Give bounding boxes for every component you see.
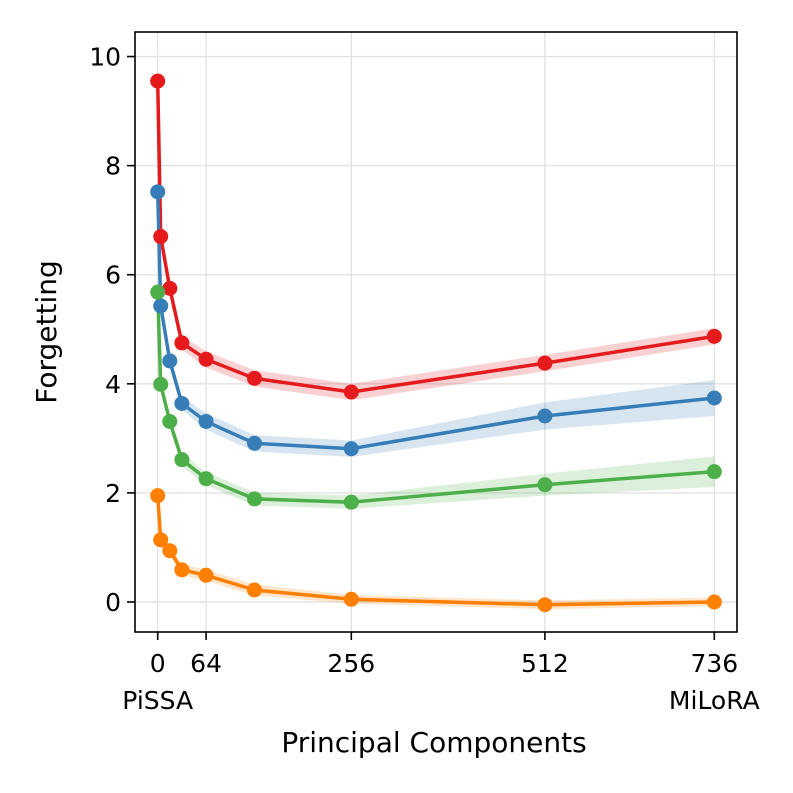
y-tick-label: 2 bbox=[105, 479, 121, 508]
point-blue bbox=[198, 413, 214, 429]
x-axis-label: Principal Components bbox=[281, 726, 586, 759]
plot-frame bbox=[134, 31, 738, 633]
point-orange bbox=[174, 562, 190, 578]
point-blue bbox=[706, 390, 722, 406]
point-green bbox=[246, 491, 262, 507]
point-red bbox=[153, 229, 169, 245]
point-orange bbox=[153, 532, 169, 548]
point-blue bbox=[174, 395, 190, 411]
y-axis-label: Forgetting bbox=[30, 260, 63, 404]
point-orange bbox=[246, 582, 262, 598]
point-red bbox=[343, 384, 359, 400]
x-tick-label: 0 bbox=[150, 649, 166, 678]
point-green bbox=[150, 284, 166, 300]
point-orange bbox=[706, 594, 722, 610]
y-tick-label: 0 bbox=[105, 588, 121, 617]
band-green bbox=[157, 286, 715, 509]
point-blue bbox=[537, 408, 553, 424]
x-tick-sublabel: PiSSA bbox=[122, 686, 193, 715]
y-tick-label: 10 bbox=[89, 43, 121, 72]
point-orange bbox=[198, 567, 214, 583]
point-green bbox=[153, 376, 169, 392]
point-red bbox=[162, 280, 178, 296]
point-green bbox=[343, 494, 359, 510]
point-orange bbox=[150, 488, 166, 504]
axis-ticks: 0 2 4 6 8 10 0 64 256 512 736 PiSSA MiLoRA bbox=[89, 43, 760, 715]
y-tick-label: 6 bbox=[105, 261, 121, 290]
point-blue bbox=[153, 298, 169, 314]
x-tick-sublabel: MiLoRA bbox=[669, 686, 760, 715]
point-green bbox=[162, 413, 178, 429]
point-green bbox=[198, 471, 214, 487]
point-red bbox=[150, 73, 166, 89]
point-orange bbox=[162, 543, 178, 559]
point-green bbox=[174, 452, 190, 468]
point-red bbox=[198, 351, 214, 367]
grid bbox=[135, 32, 737, 632]
point-orange bbox=[537, 597, 553, 613]
x-tick-label: 512 bbox=[521, 649, 569, 678]
error-bands bbox=[157, 75, 715, 610]
point-blue bbox=[162, 353, 178, 369]
band-blue bbox=[157, 186, 715, 457]
data-points bbox=[150, 73, 722, 613]
x-tick-label: 736 bbox=[690, 649, 738, 678]
point-red bbox=[537, 355, 553, 371]
point-green bbox=[537, 477, 553, 493]
point-red bbox=[246, 370, 262, 386]
y-tick-label: 8 bbox=[105, 152, 121, 181]
y-tick-label: 4 bbox=[105, 370, 121, 399]
point-blue bbox=[246, 435, 262, 451]
band-orange bbox=[157, 491, 715, 610]
point-blue bbox=[343, 441, 359, 457]
point-red bbox=[174, 335, 190, 351]
point-green bbox=[706, 464, 722, 480]
x-tick-label: 256 bbox=[327, 649, 375, 678]
point-red bbox=[706, 328, 722, 344]
point-orange bbox=[343, 591, 359, 607]
band-red bbox=[157, 75, 715, 401]
x-tick-label: 64 bbox=[190, 649, 222, 678]
point-blue bbox=[150, 184, 166, 200]
